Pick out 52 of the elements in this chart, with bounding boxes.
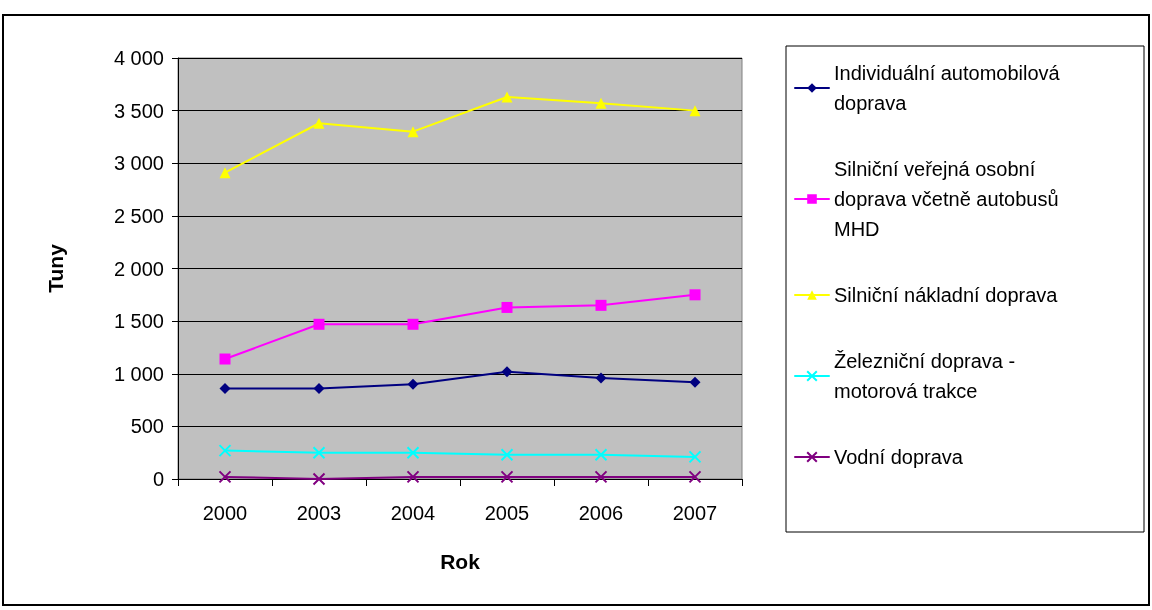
point — [689, 376, 701, 388]
y-tick-label: 4 000 — [113, 47, 164, 69]
point — [313, 117, 325, 129]
point — [312, 446, 326, 460]
x-tick-label: 2007 — [672, 502, 718, 524]
x-tick-label: 2006 — [578, 502, 624, 524]
x-tick-label: 2005 — [484, 502, 530, 524]
point — [595, 97, 607, 109]
point — [312, 472, 326, 486]
legend-label: Železniční doprava - motorová trakce — [834, 350, 1021, 402]
point — [689, 105, 701, 117]
point — [688, 450, 702, 464]
point — [406, 446, 420, 460]
point — [594, 448, 608, 462]
x-tick-label: 2003 — [296, 502, 342, 524]
point — [219, 353, 231, 365]
point — [595, 372, 607, 384]
legend-label: Silniční nákladní doprava — [834, 284, 1059, 306]
point — [501, 301, 513, 313]
y-tick-label: 2 000 — [113, 257, 164, 280]
y-tick-label: 2 500 — [113, 204, 164, 227]
y-tick-label: 1 000 — [113, 362, 164, 385]
point — [688, 470, 702, 484]
point — [501, 91, 513, 103]
point — [407, 378, 419, 390]
y-tick-label: 0 — [152, 468, 164, 490]
y-tick-label: 1 500 — [113, 310, 164, 333]
x-tick-label: 2000 — [202, 502, 248, 524]
y-axis-title: Tuny — [44, 243, 67, 293]
point — [689, 289, 701, 301]
y-tick-label: 500 — [130, 415, 164, 438]
y-tick-label: 3 500 — [113, 99, 164, 122]
point — [219, 382, 231, 394]
point — [595, 299, 607, 311]
legend-label: Individuální automobilová doprava — [834, 62, 1066, 114]
x-axis-title: Rok — [440, 550, 481, 573]
point — [501, 366, 513, 378]
point — [313, 382, 325, 394]
point — [500, 448, 514, 462]
x-tick-label: 2004 — [390, 502, 436, 524]
point — [594, 470, 608, 484]
legend-label: Vodní doprava — [834, 446, 964, 468]
legend-label: Silniční veřejná osobní doprava včetně autobusů MHD — [834, 158, 1065, 240]
point — [219, 167, 231, 179]
point — [313, 318, 325, 330]
point — [218, 444, 232, 458]
point — [407, 318, 419, 330]
point — [500, 470, 514, 484]
point — [406, 470, 420, 484]
point — [218, 470, 232, 484]
y-tick-label: 3 000 — [113, 152, 164, 175]
point — [407, 126, 419, 138]
